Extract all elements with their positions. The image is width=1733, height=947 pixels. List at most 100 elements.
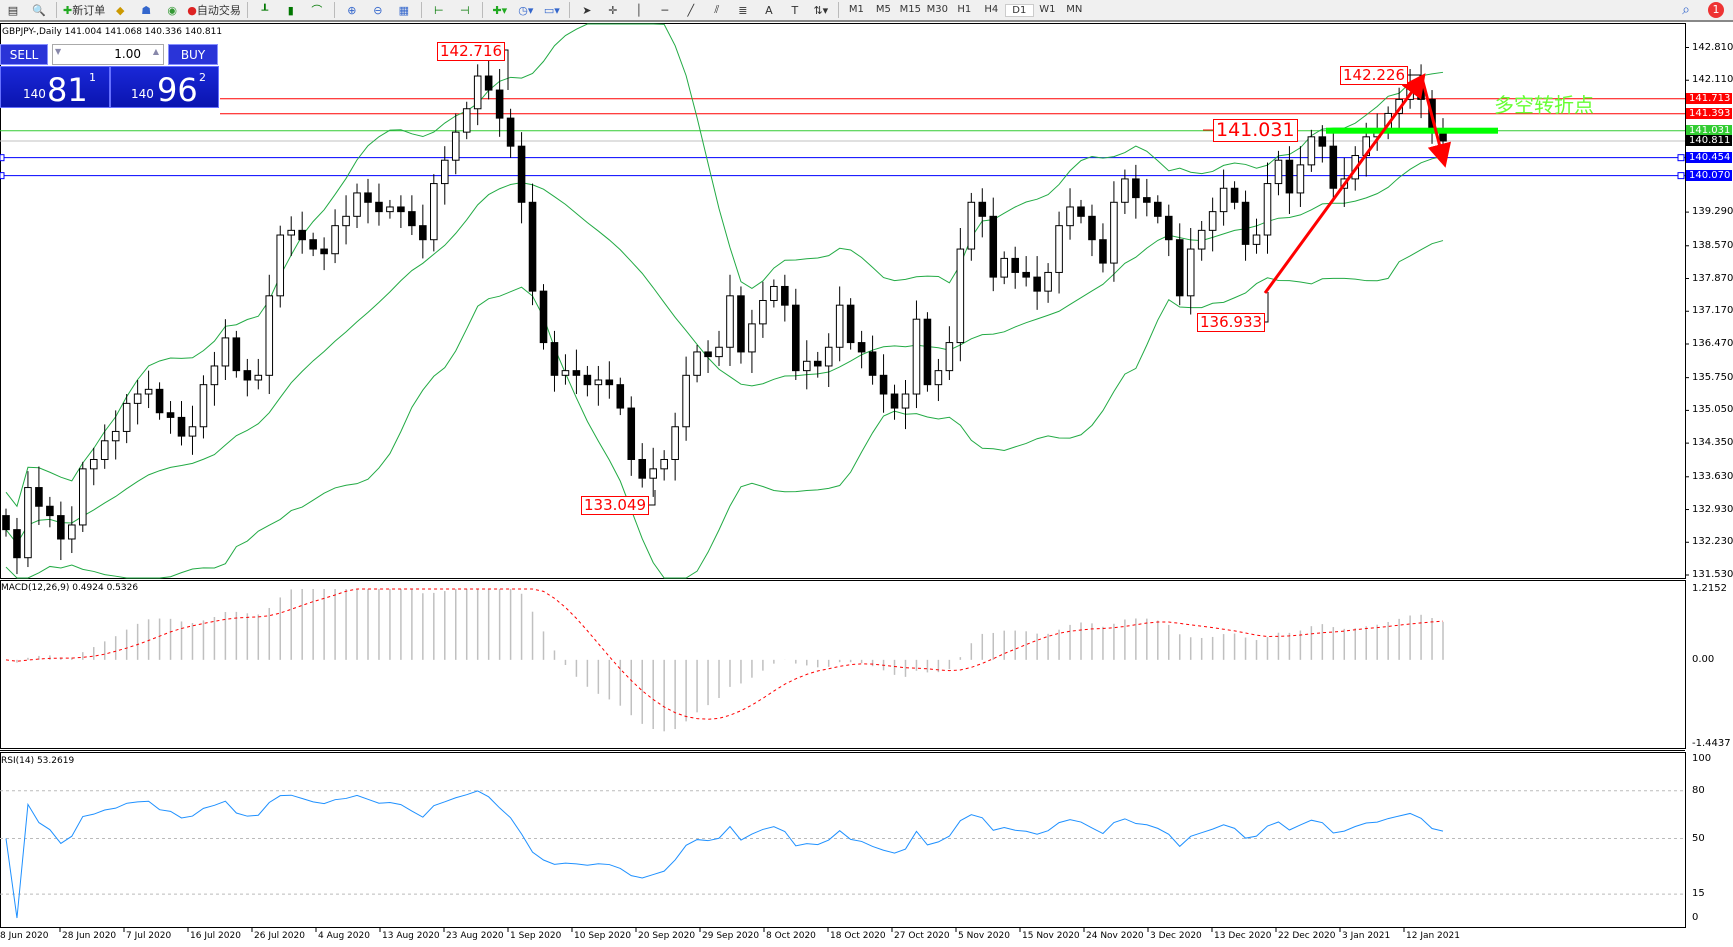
text-icon[interactable]: A — [765, 3, 773, 17]
candle[interactable] — [868, 351, 877, 376]
candle[interactable] — [1219, 187, 1228, 213]
candle[interactable] — [1077, 206, 1085, 217]
candle[interactable] — [309, 239, 317, 250]
candle[interactable] — [1252, 234, 1261, 245]
candle[interactable] — [1143, 197, 1151, 203]
candle[interactable] — [1110, 201, 1118, 264]
candle[interactable] — [539, 290, 548, 344]
candle[interactable] — [759, 299, 767, 325]
candle[interactable] — [781, 285, 789, 306]
candle[interactable] — [737, 295, 745, 353]
candle[interactable] — [451, 131, 460, 161]
candle[interactable] — [956, 248, 965, 344]
channel-icon[interactable]: ⫽ — [714, 3, 720, 16]
candle[interactable] — [616, 384, 625, 409]
candle[interactable] — [1055, 225, 1063, 273]
arrows-icon[interactable]: ⇅▾ — [813, 3, 829, 17]
lot-value[interactable]: 1.00 — [114, 47, 141, 61]
candle[interactable] — [1044, 271, 1052, 292]
menu-icon[interactable]: ▤ — [7, 3, 19, 17]
candle[interactable] — [100, 440, 109, 460]
candle[interactable] — [386, 206, 394, 213]
candle[interactable] — [1011, 257, 1019, 273]
templates-icon[interactable]: ▭▾ — [543, 3, 560, 17]
timeframe-d1[interactable]: D1 — [1004, 3, 1034, 17]
candle[interactable] — [1241, 201, 1250, 245]
candle[interactable] — [660, 458, 668, 470]
cursor-icon[interactable]: ➤ — [582, 3, 592, 17]
candle[interactable] — [331, 225, 339, 255]
timeframe-h1[interactable]: H1 — [957, 3, 972, 15]
candle[interactable] — [978, 201, 987, 217]
candle[interactable] — [353, 192, 361, 217]
candle[interactable] — [517, 145, 526, 203]
candle[interactable] — [1066, 206, 1074, 227]
zoom-in-icon[interactable]: ⊕ — [347, 3, 357, 17]
candle[interactable] — [24, 487, 32, 559]
candlestick-icon[interactable]: ▮ — [287, 3, 294, 17]
trendline-icon[interactable]: ╱ — [687, 3, 695, 17]
candle[interactable] — [989, 215, 998, 278]
candle[interactable] — [495, 89, 504, 119]
candle[interactable] — [473, 75, 482, 110]
candle[interactable] — [68, 524, 76, 540]
lot-stepper[interactable]: ▼ 1.00 ▲ — [52, 44, 164, 65]
candle[interactable] — [1296, 164, 1305, 194]
candle[interactable] — [1175, 239, 1184, 297]
candle[interactable] — [748, 323, 756, 353]
candle[interactable] — [1285, 159, 1294, 194]
candle[interactable] — [638, 458, 647, 479]
buy-price-button[interactable]: 140 96 2 — [110, 66, 219, 109]
candle[interactable] — [188, 426, 197, 437]
indicators-icon[interactable]: ✚▾ — [492, 3, 508, 17]
candle[interactable] — [770, 285, 778, 301]
candle[interactable] — [13, 529, 21, 559]
candle[interactable] — [1318, 136, 1327, 147]
candle[interactable] — [89, 458, 98, 470]
candle[interactable] — [605, 379, 614, 386]
candle[interactable] — [813, 360, 822, 367]
candle[interactable] — [111, 430, 120, 442]
candle[interactable] — [912, 318, 921, 395]
candle[interactable] — [419, 225, 427, 241]
sell-price-button[interactable]: 140 81 1 — [0, 66, 110, 109]
timeframe-m15[interactable]: M15 — [899, 3, 921, 15]
timeframe-mn[interactable]: MN — [1066, 3, 1083, 15]
zoom-out-icon[interactable]: ⊖ — [373, 3, 383, 17]
candle[interactable] — [528, 201, 537, 292]
candle[interactable] — [177, 416, 186, 437]
candle[interactable] — [408, 211, 416, 227]
buy-button[interactable]: BUY — [168, 44, 218, 65]
candle[interactable] — [583, 374, 592, 386]
line-handle[interactable] — [1677, 154, 1685, 162]
sell-button[interactable]: SELL — [0, 44, 48, 65]
chart-shift-icon[interactable]: ⊣ — [460, 3, 470, 17]
candle[interactable] — [1000, 257, 1009, 278]
candle[interactable] — [1088, 215, 1096, 241]
candle[interactable] — [572, 370, 581, 376]
timeframe-m30[interactable]: M30 — [926, 3, 948, 15]
tile-windows-icon[interactable]: ▦ — [398, 3, 410, 17]
candle[interactable] — [375, 201, 383, 213]
candle[interactable] — [1329, 145, 1338, 189]
candle[interactable] — [243, 370, 252, 381]
lot-decrease-icon[interactable]: ▼ — [55, 47, 62, 56]
candle[interactable] — [1307, 136, 1316, 166]
candle[interactable] — [2, 515, 10, 531]
candle[interactable] — [57, 515, 65, 540]
candle[interactable] — [506, 117, 515, 147]
candle[interactable] — [364, 192, 372, 203]
candle[interactable] — [561, 370, 570, 376]
candle[interactable] — [671, 426, 679, 460]
candle[interactable] — [133, 393, 142, 404]
candle[interactable] — [1033, 276, 1041, 292]
candle[interactable] — [802, 360, 811, 372]
candle[interactable] — [594, 379, 603, 386]
candle[interactable] — [1132, 178, 1140, 199]
candle[interactable] — [1186, 248, 1195, 297]
new-order-button[interactable]: ✚ 新订单 — [61, 1, 107, 19]
candle[interactable] — [682, 374, 690, 428]
timeframe-w1[interactable]: W1 — [1039, 3, 1056, 15]
candle[interactable] — [923, 318, 932, 386]
